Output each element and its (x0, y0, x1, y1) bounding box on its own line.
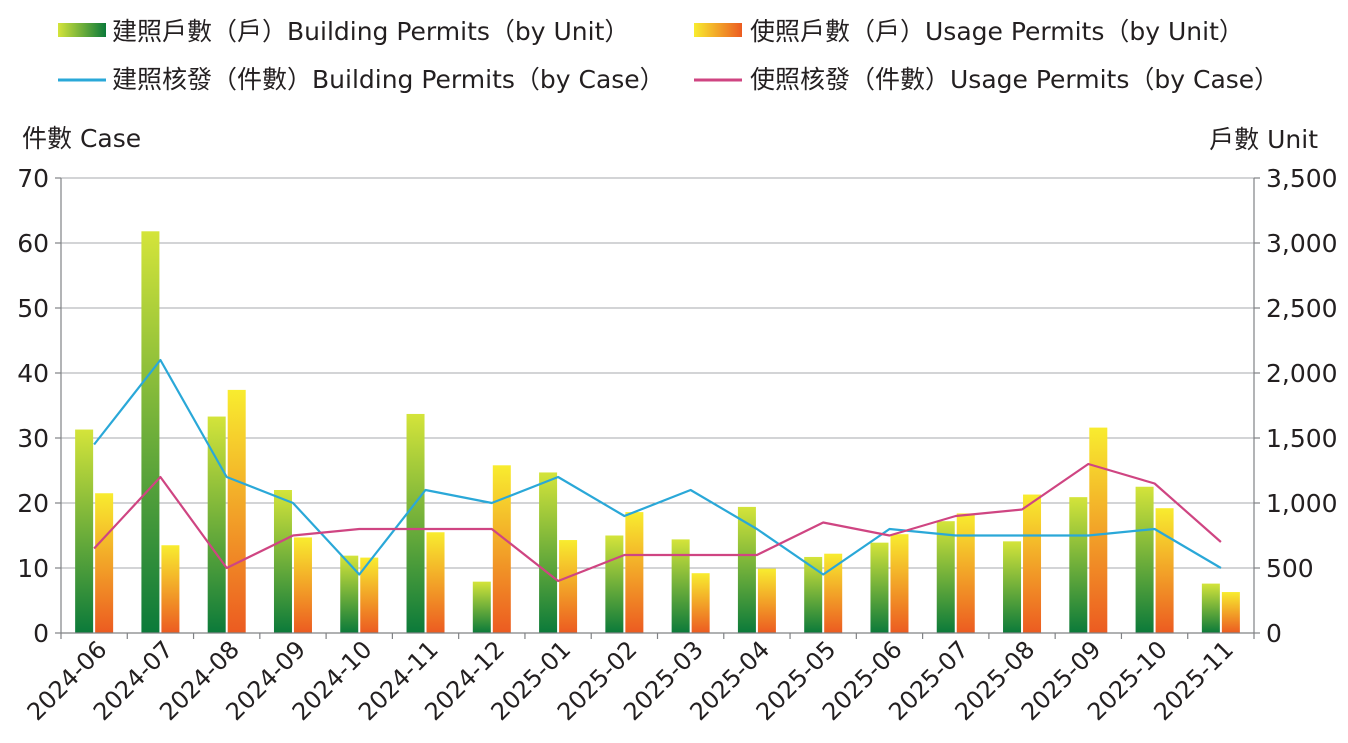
bar-building-units (870, 542, 889, 633)
line-building-cases (93, 358, 1222, 576)
bar-building-units (737, 506, 756, 633)
y-right-tick-label: 3,000 (1266, 229, 1338, 258)
bar-usage-units (492, 465, 511, 633)
legend-item-usage-cases: 使照核發（件數）Usage Permits（by Case） (694, 65, 1279, 94)
legend-item-usage-units: 使照戶數（戶）Usage Permits（by Unit） (694, 17, 1244, 46)
bar-building-units (1069, 497, 1088, 633)
legend: 建照戶數（戶）Building Permits（by Unit） 使照戶數（戶）… (58, 17, 1279, 94)
y-left-tick-label: 40 (17, 359, 49, 388)
bar-building-units (472, 581, 491, 633)
y-right-tick-label: 2,000 (1266, 359, 1338, 388)
y-right-tick-label: 3,500 (1266, 164, 1338, 193)
bar-usage-units (1023, 494, 1042, 633)
legend-label-building-units: 建照戶數（戶）Building Permits（by Unit） (112, 17, 629, 46)
legend-swatch-usage-units (694, 23, 742, 37)
bar-usage-units (360, 557, 379, 633)
y-right-tick-label: 2,500 (1266, 294, 1338, 323)
bar-building-units (141, 231, 160, 634)
bar-usage-units (293, 537, 312, 633)
bar-usage-units (757, 568, 776, 633)
bar-usage-units (559, 540, 578, 633)
y-right-axis-title: 戶數 Unit (1209, 125, 1318, 154)
legend-label-usage-units: 使照戶數（戶）Usage Permits（by Unit） (750, 17, 1244, 46)
legend-item-building-cases: 建照核發（件數）Building Permits（by Case） (58, 65, 665, 94)
y-left-tick-label: 50 (17, 294, 49, 323)
bar-usage-units (1155, 508, 1174, 633)
y-left-axis-title: 件數 Case (22, 124, 141, 153)
y-right-tick-label: 1,000 (1266, 489, 1338, 518)
bar-building-units (75, 429, 94, 633)
y-right-tick-label: 500 (1266, 554, 1314, 583)
bar-usage-units (625, 512, 644, 633)
bar-building-units (273, 490, 292, 633)
bar-usage-units (1089, 427, 1108, 633)
y-left-tick-label: 20 (17, 489, 49, 518)
bar-building-units (539, 472, 558, 633)
bars (75, 231, 1240, 634)
gridlines (61, 177, 1254, 569)
axes (55, 177, 1260, 639)
y-left-tick-label: 0 (33, 619, 49, 648)
y-left-tick-label: 70 (17, 164, 49, 193)
legend-label-building-cases: 建照核發（件數）Building Permits（by Case） (112, 65, 665, 94)
bar-building-units (1135, 486, 1154, 633)
bar-usage-units (95, 493, 114, 633)
bar-building-units (1201, 583, 1220, 633)
bar-usage-units (890, 534, 909, 633)
bar-building-units (207, 416, 226, 633)
bar-building-units (406, 413, 425, 633)
bar-building-units (671, 539, 690, 633)
y-right-tick-label: 1,500 (1266, 424, 1338, 453)
legend-item-building-units: 建照戶數（戶）Building Permits（by Unit） (58, 17, 629, 46)
bar-usage-units (691, 573, 710, 633)
y-left-tick-label: 30 (17, 424, 49, 453)
line-usage-cases (93, 462, 1222, 583)
bar-building-units (340, 555, 359, 633)
bar-building-units (936, 521, 955, 633)
legend-swatch-building-units (58, 23, 106, 37)
legend-label-usage-cases: 使照核發（件數）Usage Permits（by Case） (750, 65, 1279, 94)
y-left-tick-label: 10 (17, 554, 49, 583)
lines (93, 358, 1222, 583)
bar-building-units (605, 535, 624, 633)
y-left-tick-label: 60 (17, 229, 49, 258)
bar-usage-units (824, 553, 843, 633)
bar-building-units (1003, 541, 1022, 633)
bar-usage-units (1221, 592, 1240, 633)
bar-usage-units (227, 389, 246, 633)
bar-usage-units (161, 545, 180, 633)
bar-usage-units (956, 513, 975, 633)
bar-usage-units (426, 532, 445, 633)
bar-building-units (804, 556, 823, 633)
y-right-tick-label: 0 (1266, 619, 1282, 648)
